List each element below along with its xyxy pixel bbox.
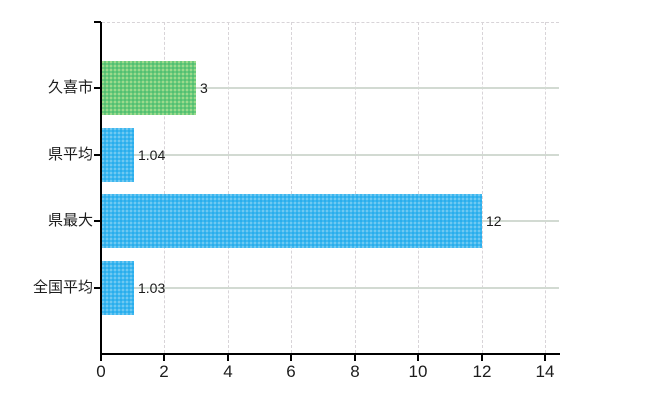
gridline-vertical <box>482 22 483 353</box>
bar <box>102 194 482 248</box>
gridline-horizontal <box>102 287 559 289</box>
gridline-vertical <box>291 22 292 353</box>
y-axis-line <box>100 22 102 354</box>
bar-value-label: 1.04 <box>138 147 166 163</box>
x-axis-line <box>100 353 560 355</box>
y-axis-tick <box>94 287 101 289</box>
gridline-vertical <box>418 22 419 353</box>
x-tick-label: 10 <box>408 362 428 381</box>
x-axis-tick <box>417 355 419 361</box>
x-axis-tick <box>481 355 483 361</box>
bar <box>102 61 196 115</box>
gridline-vertical <box>164 22 165 353</box>
y-axis-tick <box>94 87 101 89</box>
bar <box>102 261 134 315</box>
category-label: 全国平均 <box>32 279 93 296</box>
x-axis-tick <box>100 355 102 361</box>
gridline-horizontal <box>102 87 559 89</box>
gridline-vertical <box>355 22 356 353</box>
bar-value-label: 12 <box>486 213 502 229</box>
bar-value-label: 1.03 <box>138 280 166 296</box>
x-tick-label: 2 <box>159 362 169 381</box>
x-tick-label: 0 <box>96 362 106 381</box>
plot-top-border <box>102 22 559 23</box>
gridline-vertical <box>545 22 546 353</box>
x-axis-tick <box>354 355 356 361</box>
x-tick-label: 6 <box>286 362 296 381</box>
bar-value-label: 3 <box>200 80 208 96</box>
category-label: 県平均 <box>47 146 93 163</box>
category-label: 久喜市 <box>47 79 93 96</box>
category-label: 県最大 <box>47 212 93 229</box>
y-axis-top-tick <box>94 21 101 23</box>
x-tick-label: 8 <box>350 362 360 381</box>
x-axis-tick <box>544 355 546 361</box>
y-axis-tick <box>94 220 101 222</box>
x-axis-tick <box>227 355 229 361</box>
gridline-horizontal <box>102 154 559 156</box>
bar <box>102 128 134 182</box>
x-tick-label: 14 <box>535 362 555 381</box>
x-tick-label: 12 <box>472 362 492 381</box>
x-tick-label: 4 <box>223 362 233 381</box>
y-axis-tick <box>94 154 101 156</box>
x-axis-tick <box>163 355 165 361</box>
x-axis-tick <box>290 355 292 361</box>
gridline-vertical <box>228 22 229 353</box>
